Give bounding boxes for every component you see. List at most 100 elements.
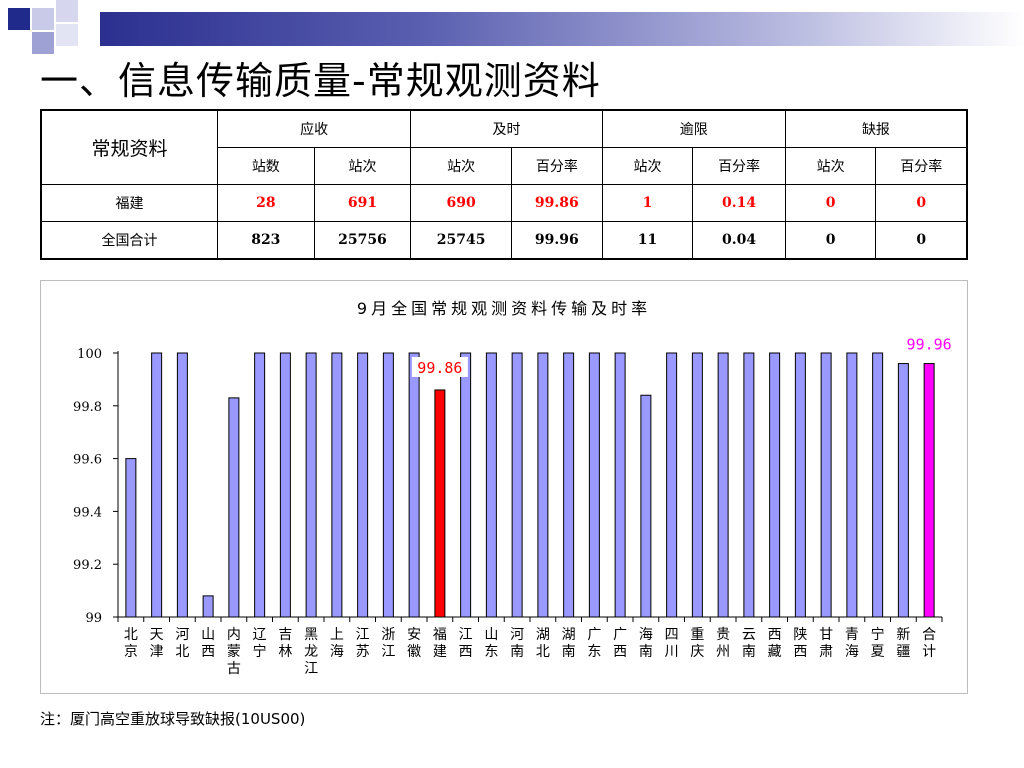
subheader-cell: 站次 bbox=[601, 147, 694, 185]
x-tick-label: 河南 bbox=[510, 627, 524, 660]
x-tick-label: 内蒙古 bbox=[227, 627, 241, 677]
bar-河北 bbox=[176, 352, 188, 618]
corner-square bbox=[56, 24, 78, 46]
chart-container: 9月全国常规观测资料传输及时率 99 99.2 99.4 99.6 99.8 100 北京 天津… bbox=[40, 280, 968, 694]
bar-福建 bbox=[434, 389, 446, 618]
x-tick-label: 黑龙江 bbox=[304, 627, 318, 677]
subheader-cell: 百分率 bbox=[875, 147, 968, 185]
x-tick-label: 海南 bbox=[639, 627, 653, 660]
value-cell: 0.14 bbox=[692, 184, 786, 222]
bar-内蒙古 bbox=[228, 397, 240, 618]
bar-新疆 bbox=[897, 363, 909, 618]
y-tick-label: 99.8 bbox=[73, 400, 102, 415]
bar-宁夏 bbox=[872, 352, 884, 618]
bar-陕西 bbox=[794, 352, 806, 618]
value-cell: 0.04 bbox=[692, 221, 786, 260]
page-title: 一、信息传输质量-常规观测资料 bbox=[40, 59, 601, 103]
x-tick-label: 安徽 bbox=[407, 627, 421, 660]
value-cell: 0 bbox=[784, 184, 877, 222]
subheader-cell: 百分率 bbox=[692, 147, 786, 185]
subheader-cell: 站次 bbox=[410, 147, 512, 185]
table-row: 福建 28 691 690 99.86 1 0.14 0 0 bbox=[40, 184, 968, 222]
value-cell: 691 bbox=[313, 184, 412, 222]
x-tick-label: 上海 bbox=[330, 627, 344, 660]
annotation-label: 99.96 bbox=[907, 336, 952, 354]
x-tick-label: 云南 bbox=[742, 627, 756, 660]
x-tick-label: 合计 bbox=[922, 627, 936, 660]
x-tick-label: 吉林 bbox=[278, 627, 292, 660]
value-cell: 99.86 bbox=[510, 184, 603, 222]
x-tick-label: 河北 bbox=[175, 627, 189, 660]
bar-河南 bbox=[511, 352, 523, 618]
x-tick-label: 天津 bbox=[150, 627, 164, 660]
x-tick-label: 湖北 bbox=[536, 627, 550, 660]
bar-浙江 bbox=[382, 352, 394, 618]
group-header: 及时 bbox=[410, 109, 603, 148]
y-tick-label: 99.2 bbox=[73, 558, 102, 573]
subheader-cell: 站次 bbox=[313, 147, 412, 185]
bar-贵州 bbox=[717, 352, 729, 618]
bar-吉林 bbox=[279, 352, 291, 618]
y-tick-label: 99.4 bbox=[73, 505, 102, 520]
table-row: 全国合计 823 25756 25745 99.96 11 0.04 0 0 bbox=[40, 221, 968, 260]
x-tick-label: 江西 bbox=[459, 627, 473, 660]
bar-湖北 bbox=[537, 352, 549, 618]
value-cell: 0 bbox=[875, 184, 968, 222]
bar-江西 bbox=[460, 352, 472, 618]
bar-海南 bbox=[640, 394, 652, 618]
bar-北京 bbox=[125, 458, 137, 618]
group-header: 逾限 bbox=[601, 109, 786, 148]
header-band bbox=[100, 12, 1024, 46]
x-tick-label: 贵州 bbox=[716, 627, 730, 660]
value-cell: 690 bbox=[410, 184, 512, 222]
corner-square bbox=[8, 8, 30, 30]
x-tick-label: 浙江 bbox=[381, 627, 395, 660]
bar-山西 bbox=[202, 595, 214, 618]
group-header: 应收 bbox=[217, 109, 412, 148]
value-cell: 99.96 bbox=[510, 221, 603, 260]
y-tick-label: 99 bbox=[85, 611, 102, 626]
x-tick-label: 重庆 bbox=[690, 627, 704, 660]
value-cell: 25756 bbox=[313, 221, 412, 260]
subheader-cell: 站数 bbox=[217, 147, 315, 185]
x-tick-label: 西藏 bbox=[768, 627, 782, 660]
x-tick-label: 湖南 bbox=[562, 627, 576, 660]
chart-title: 9月全国常规观测资料传输及时率 bbox=[357, 299, 651, 318]
x-tick-label: 山东 bbox=[484, 627, 498, 660]
stats-table: 常规资料 应收 及时 逾限 缺报 站数 站次 站次 百分率 站次 百分率 站次 … bbox=[40, 109, 968, 260]
row-name-cell: 全国合计 bbox=[40, 221, 219, 260]
footnote: 注：厦门高空重放球导致缺报(10US00) bbox=[40, 710, 306, 728]
x-tick-label: 北京 bbox=[124, 627, 138, 660]
corner-square bbox=[32, 8, 54, 30]
x-tick-label: 福建 bbox=[433, 627, 447, 660]
x-tick-label: 青海 bbox=[845, 627, 859, 660]
row-header-cell: 常规资料 bbox=[40, 109, 219, 185]
bar-西藏 bbox=[769, 352, 781, 618]
annotation-label: 99.86 bbox=[417, 359, 462, 377]
corner-square bbox=[32, 32, 54, 54]
x-tick-label: 宁夏 bbox=[871, 626, 885, 660]
x-tick-label: 新疆 bbox=[896, 627, 910, 660]
bar-辽宁 bbox=[254, 352, 266, 618]
x-tick-label: 四川 bbox=[665, 627, 679, 660]
bar-广东 bbox=[588, 352, 600, 618]
x-tick-label: 广东 bbox=[587, 627, 601, 660]
bar-四川 bbox=[666, 352, 678, 618]
subheader-cell: 百分率 bbox=[510, 147, 603, 185]
bar-青海 bbox=[846, 352, 858, 618]
value-cell: 28 bbox=[217, 184, 315, 222]
bar-云南 bbox=[743, 352, 755, 618]
bar-广西 bbox=[614, 352, 626, 618]
bar-chart: 9月全国常规观测资料传输及时率 99 99.2 99.4 99.6 99.8 100 北京天津… bbox=[73, 299, 952, 677]
bar-湖南 bbox=[563, 352, 575, 618]
corner-square bbox=[56, 0, 78, 22]
table-subheader-row: 站数 站次 站次 百分率 站次 百分率 站次 百分率 bbox=[41, 147, 968, 185]
bar-合计 bbox=[923, 363, 935, 618]
subheader-cell: 站次 bbox=[784, 147, 877, 185]
value-cell: 1 bbox=[601, 184, 694, 222]
bar-山东 bbox=[485, 352, 497, 618]
x-tick-label: 辽宁 bbox=[253, 627, 267, 660]
x-tick-label: 甘肃 bbox=[819, 627, 833, 660]
bar-江苏 bbox=[357, 352, 369, 618]
x-tick-label: 山西 bbox=[201, 627, 215, 660]
